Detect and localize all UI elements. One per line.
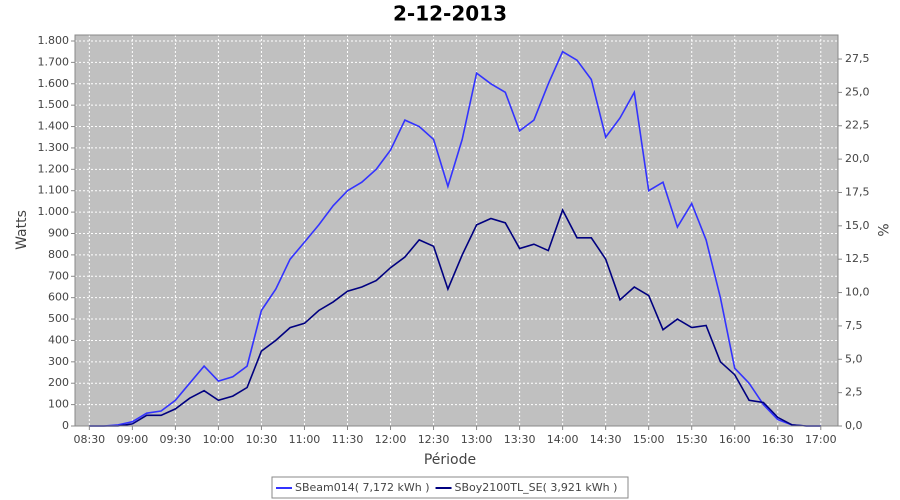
y-tick-label: 1.800: [38, 34, 70, 47]
x-tick-label: 09:30: [160, 433, 192, 446]
y2-tick-label: 22,5: [845, 119, 870, 132]
x-tick-label: 16:30: [762, 433, 794, 446]
legend-label: SBoy2100TL_SE( 3,921 kWh ): [455, 481, 618, 494]
series-line: [89, 50, 821, 427]
x-axis-title: Période: [424, 452, 476, 468]
x-tick-label: 15:30: [676, 433, 708, 446]
x-tick-label: 14:00: [547, 433, 579, 446]
y2-tick-label: 25,0: [845, 85, 870, 98]
y2-tick-label: 2,5: [845, 386, 863, 399]
x-tick-label: 11:00: [289, 433, 321, 446]
y-axis-title: Watts: [14, 210, 30, 250]
x-tick-label: 13:00: [461, 433, 493, 446]
y-tick-label: 1.700: [38, 55, 70, 68]
x-tick-label: 17:00: [805, 433, 837, 446]
chart-title: 2-12-2013: [393, 2, 507, 26]
y2-tick-label: 20,0: [845, 152, 870, 165]
x-tick-label: 16:00: [719, 433, 751, 446]
y-tick-label: 600: [48, 291, 69, 304]
y-tick-label: 1.200: [38, 162, 70, 175]
y-tick-label: 800: [48, 248, 69, 261]
y-tick-label: 1.600: [38, 77, 70, 90]
y2-tick-label: 7,5: [845, 319, 863, 332]
y2-axis-title: %: [874, 223, 890, 236]
y-tick-label: 1.400: [38, 120, 70, 133]
y-tick-label: 700: [48, 269, 69, 282]
y-tick-label: 1.000: [38, 205, 70, 218]
y-tick-label: 100: [48, 398, 69, 411]
y-tick-label: 300: [48, 355, 69, 368]
plot-frame: [74, 34, 839, 427]
y2-tick-label: 10,0: [845, 286, 870, 299]
y2-tick-label: 17,5: [845, 185, 870, 198]
y2-tick-label: 27,5: [845, 52, 870, 65]
x-tick-label: 12:30: [418, 433, 450, 446]
legend-label: SBeam014( 7,172 kWh ): [295, 481, 430, 494]
y2-tick-label: 15,0: [845, 219, 870, 232]
y-tick-label: 400: [48, 333, 69, 346]
plot-area: [75, 35, 838, 426]
y2-tick-label: 12,5: [845, 252, 870, 265]
y-tick-label: 1.500: [38, 98, 70, 111]
x-tick-label: 10:30: [246, 433, 278, 446]
x-tick-label: 08:30: [73, 433, 105, 446]
y-tick-label: 200: [48, 376, 69, 389]
x-tick-label: 13:30: [504, 433, 536, 446]
x-tick-label: 09:00: [117, 433, 149, 446]
y-tick-label: 900: [48, 226, 69, 239]
x-tick-label: 15:00: [633, 433, 665, 446]
y2-tick-label: 5,0: [845, 352, 863, 365]
y-tick-label: 500: [48, 312, 69, 325]
x-tick-label: 12:00: [375, 433, 407, 446]
y-tick-label: 1.100: [38, 184, 70, 197]
y-tick-label: 0: [62, 419, 69, 432]
x-tick-label: 11:30: [332, 433, 364, 446]
x-tick-label: 14:30: [590, 433, 622, 446]
series-line: [89, 207, 821, 427]
y2-tick-label: 0,0: [845, 419, 863, 432]
x-tick-label: 10:00: [203, 433, 235, 446]
y-tick-label: 1.300: [38, 141, 70, 154]
